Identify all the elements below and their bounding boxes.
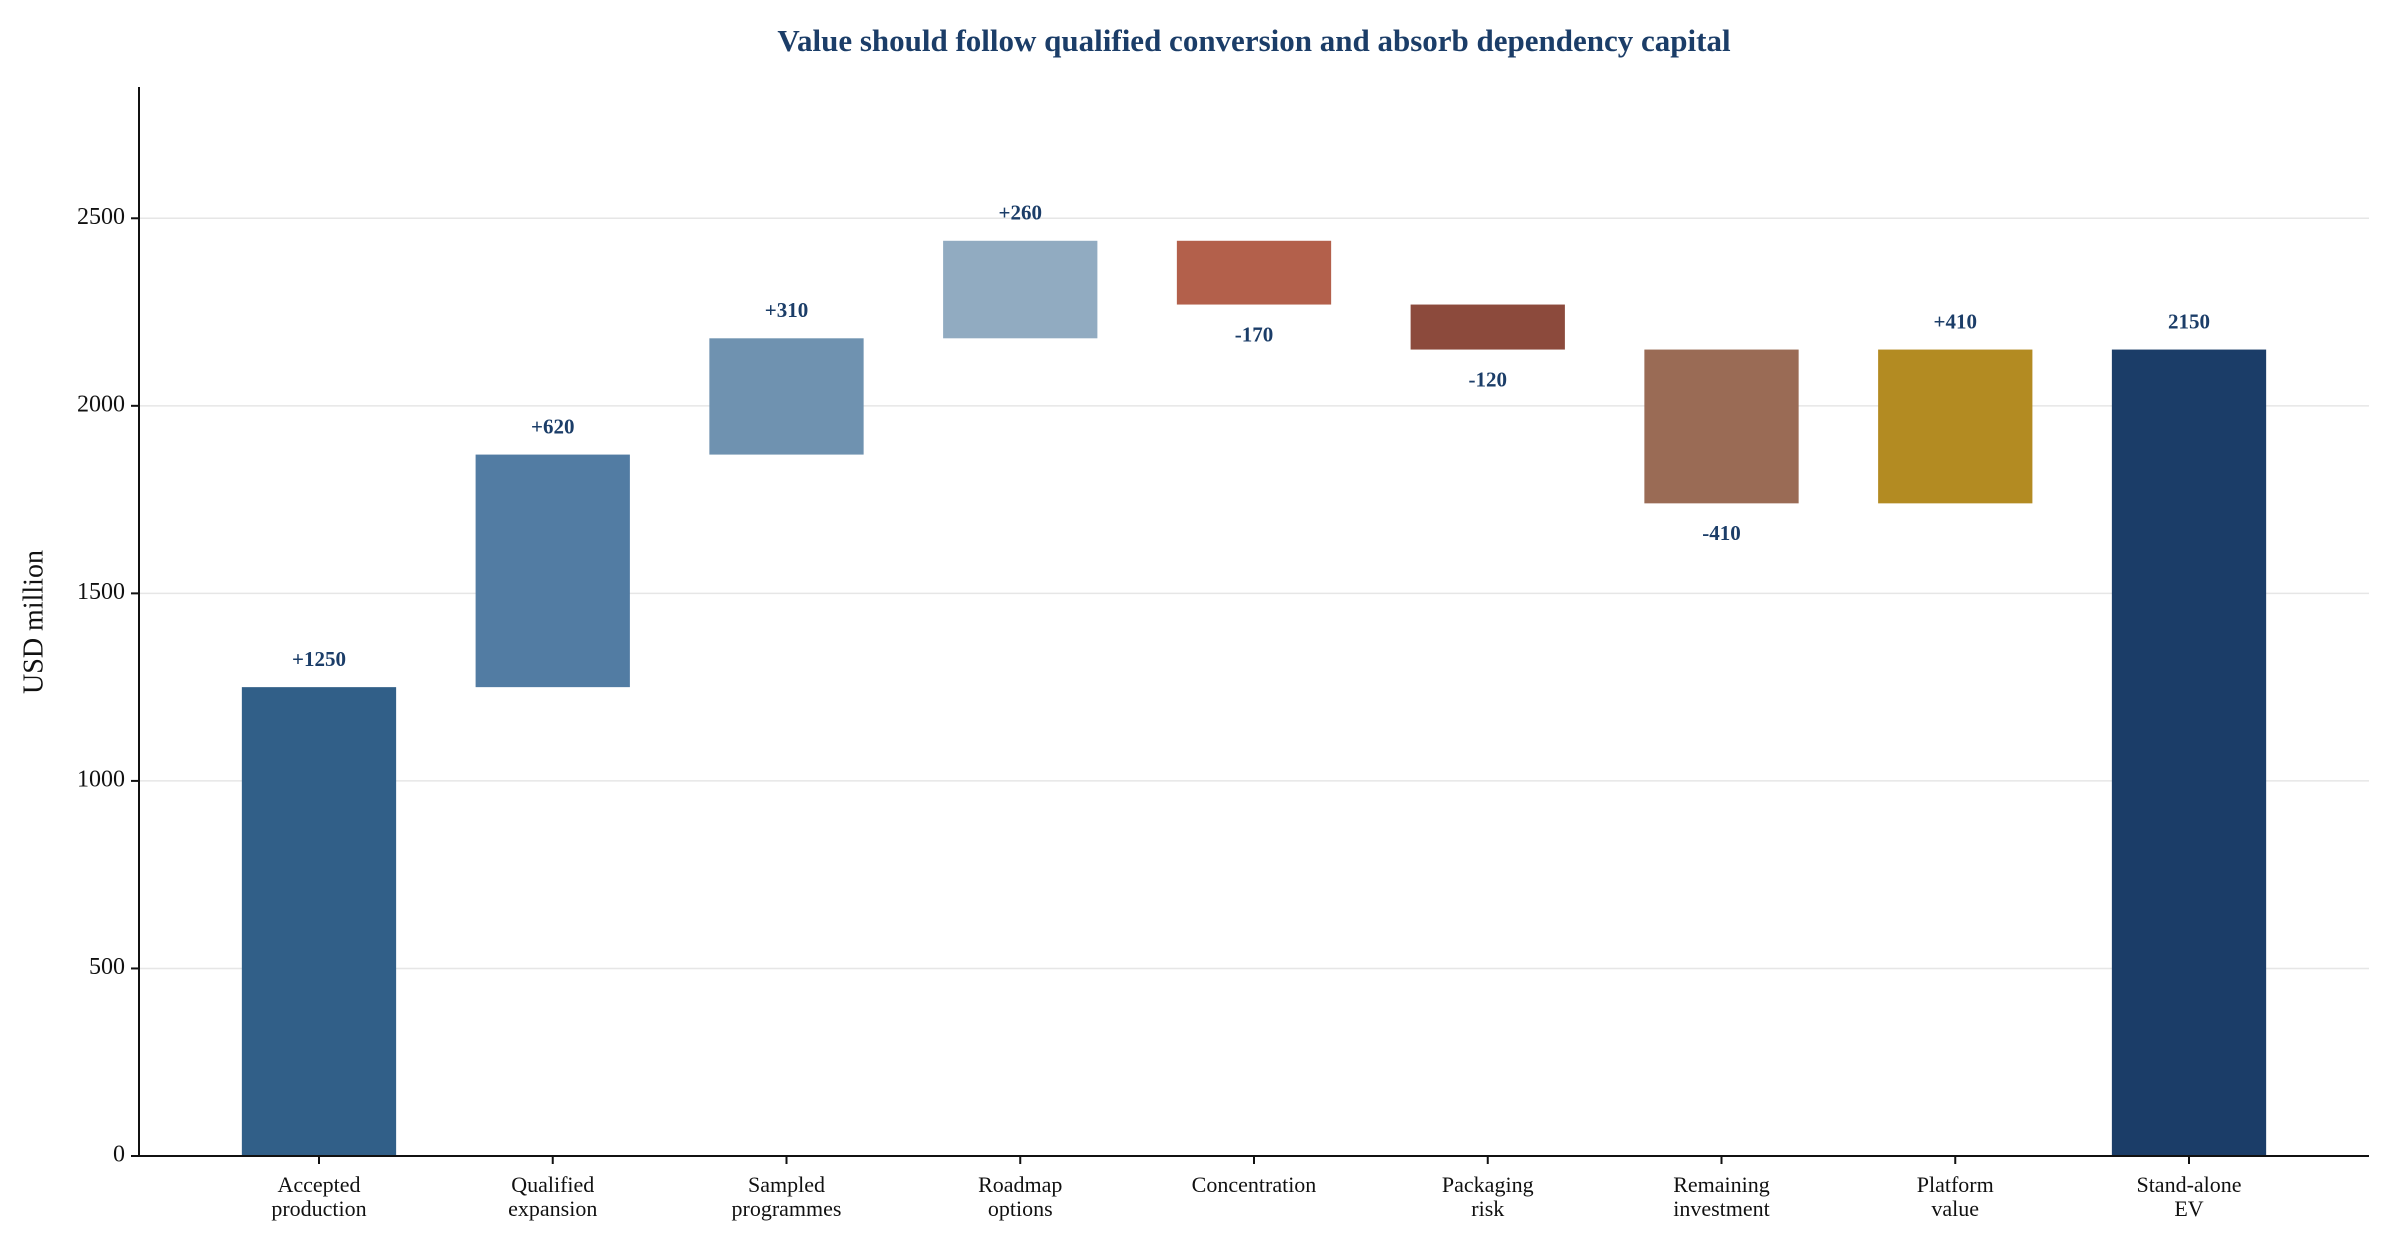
value-label: +620: [531, 414, 574, 438]
x-tick-label: Platform value: [1917, 1172, 1994, 1221]
value-label: +410: [1934, 309, 1977, 333]
y-tick-label: 1000: [77, 766, 125, 792]
value-label: +310: [765, 298, 808, 322]
x-tick-label: Remaining investment: [1673, 1172, 1770, 1221]
bar: [2111, 349, 2267, 1156]
y-tick-label: 1500: [77, 579, 125, 605]
bar: [1878, 349, 2033, 504]
x-tick-label: Qualified expansion: [508, 1172, 597, 1221]
value-label: -410: [1702, 521, 1741, 545]
bar: [943, 240, 1098, 339]
y-tick-label: 500: [89, 954, 125, 980]
x-tick-label: Concentration: [1192, 1172, 1317, 1197]
value-label: 2150: [2168, 309, 2210, 333]
value-label: +260: [999, 201, 1042, 225]
y-axis-label: USD million: [18, 550, 49, 694]
chart-title: Value should follow qualified conversion…: [777, 23, 1731, 58]
y-tick-label: 2500: [77, 204, 125, 230]
y-tick-label: 2000: [77, 391, 125, 417]
bar: [475, 454, 630, 688]
value-label: +1250: [292, 647, 346, 671]
bar: [1410, 304, 1565, 350]
x-tick-label: Stand-alone EV: [2136, 1172, 2241, 1221]
x-tick-label: Sampled programmes: [732, 1172, 842, 1221]
x-tick-label: Roadmap options: [978, 1172, 1062, 1221]
x-tick-label: Accepted production: [271, 1172, 366, 1221]
value-label: -170: [1235, 322, 1274, 346]
bar: [709, 338, 864, 455]
bar: [1644, 349, 1799, 504]
x-tick-label: Packaging risk: [1442, 1172, 1534, 1221]
bar: [241, 687, 397, 1156]
value-label: -120: [1469, 367, 1508, 391]
y-tick-label: 0: [113, 1142, 125, 1168]
bar: [1176, 240, 1332, 305]
